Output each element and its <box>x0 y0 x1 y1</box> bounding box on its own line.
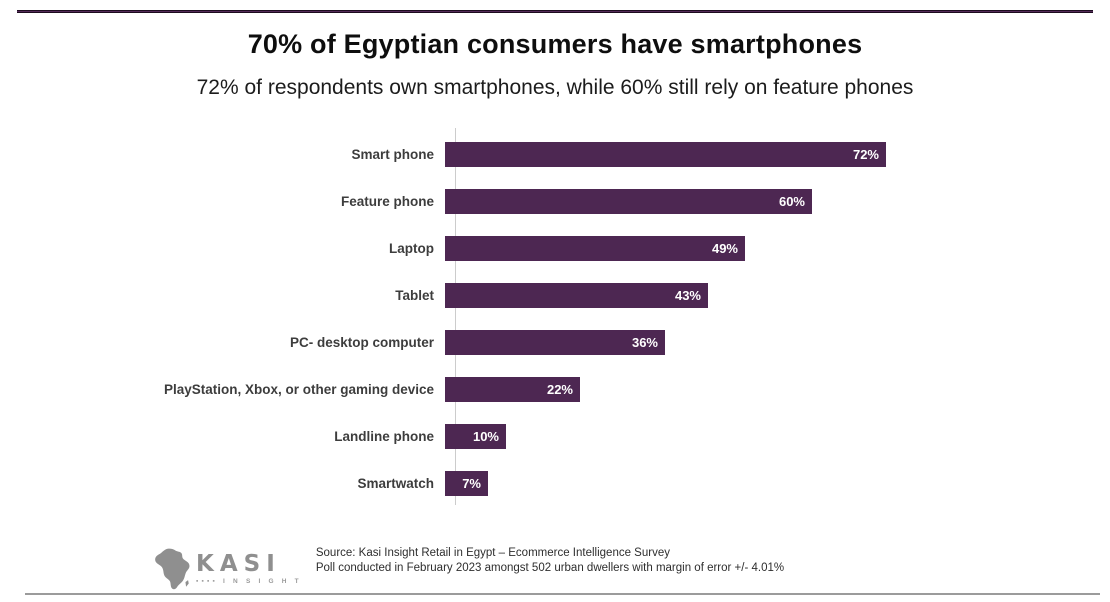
logo-text: KASI ▪▪▪▪ I N S I G H T <box>196 550 302 586</box>
category-label: Tablet <box>395 288 434 303</box>
chart-row: Landline phone 10% <box>0 424 1110 449</box>
page-title: 70% of Egyptian consumers have smartphon… <box>247 29 863 59</box>
chart-row: Smartwatch 7% <box>0 471 1110 496</box>
page-subtitle: 72% of respondents own smartphones, whil… <box>196 76 914 99</box>
source-line-1: Source: Kasi Insight Retail in Egypt – E… <box>315 547 670 559</box>
bar: 72% <box>445 142 886 167</box>
bar-value-label: 43% <box>674 288 701 303</box>
top-accent-rule <box>17 10 1093 13</box>
bar-value-label: 36% <box>631 335 658 350</box>
bar-chart: Smart phone 72% Feature phone 60% Laptop 49% T… <box>0 142 1110 496</box>
category-label: PlayStation, Xbox, or other gaming devic… <box>163 382 434 397</box>
bar: 36% <box>445 330 665 355</box>
bar: 60% <box>445 189 812 214</box>
chart-row: Tablet 43% <box>0 283 1110 308</box>
africa-icon <box>155 548 190 590</box>
bar-value-label: 49% <box>711 241 738 256</box>
logo-brand-text: KASI <box>196 550 281 577</box>
category-label: Feature phone <box>340 194 434 209</box>
source-text: Source: Kasi Insight Retail in Egypt – E… <box>316 546 784 576</box>
bar: 43% <box>445 283 708 308</box>
footer: KASI ▪▪▪▪ I N S I G H T Source: Kasi Ins… <box>151 546 784 590</box>
chart-row: Laptop 49% <box>0 236 1110 261</box>
bar-value-label: 10% <box>472 429 499 444</box>
bar: 49% <box>445 236 745 261</box>
chart-row: PC- desktop computer 36% <box>0 330 1110 355</box>
source-line-2: Poll conducted in February 2023 amongst … <box>315 562 785 574</box>
bar-value-label: 7% <box>462 476 481 491</box>
category-label: Smartwatch <box>357 476 434 491</box>
category-label: Landline phone <box>334 429 434 444</box>
bar-value-label: 22% <box>546 382 573 397</box>
y-axis-line <box>455 128 456 505</box>
bar: 22% <box>445 377 580 402</box>
bar: 7% <box>445 471 488 496</box>
bar-value-label: 72% <box>852 147 879 162</box>
chart-row: Feature phone 60% <box>0 189 1110 214</box>
category-label: PC- desktop computer <box>289 335 434 350</box>
bar: 10% <box>445 424 506 449</box>
category-label: Laptop <box>389 241 434 256</box>
bottom-rule <box>25 593 1100 595</box>
logo-sub-label: I N S I G H T <box>223 577 302 585</box>
chart-row: PlayStation, Xbox, or other gaming devic… <box>0 377 1110 402</box>
logo-dots: ▪▪▪▪ <box>196 577 219 585</box>
category-label: Smart phone <box>351 147 434 162</box>
logo-insight-text: ▪▪▪▪ I N S I G H T <box>196 577 302 586</box>
chart-row: Smart phone 72% <box>0 142 1110 167</box>
kasi-logo: KASI ▪▪▪▪ I N S I G H T <box>151 548 302 590</box>
bar-value-label: 60% <box>778 194 805 209</box>
